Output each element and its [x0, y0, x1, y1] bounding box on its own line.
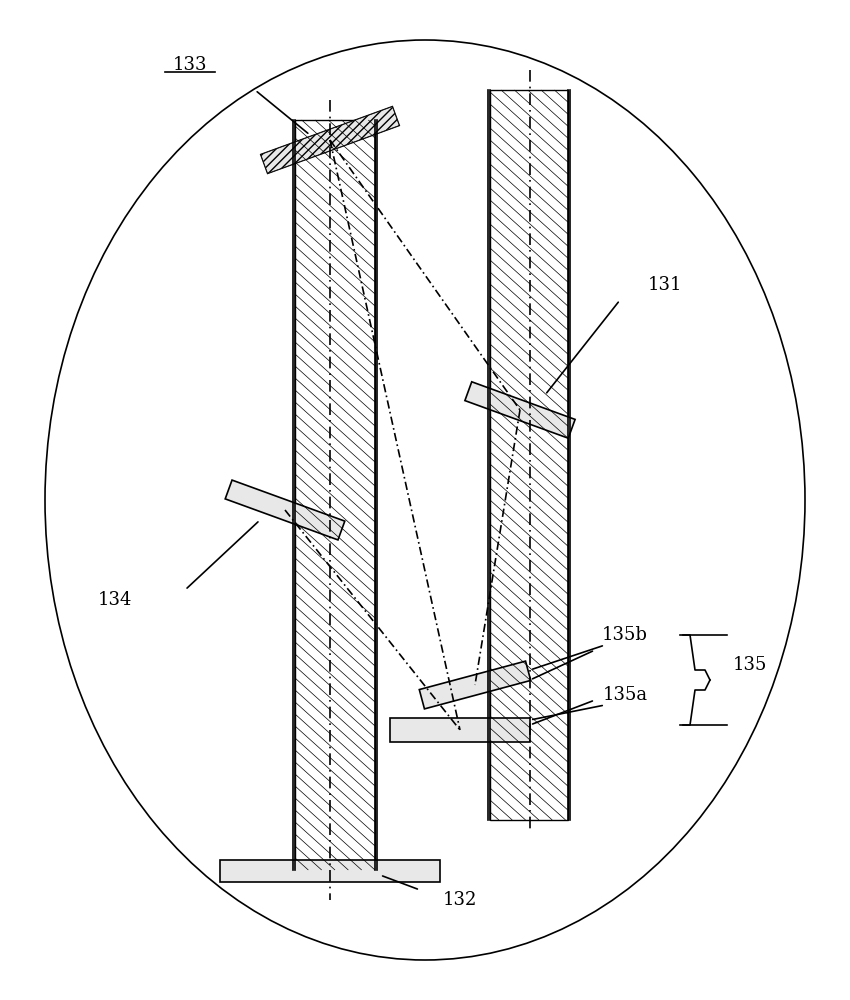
- Polygon shape: [261, 107, 400, 173]
- Polygon shape: [261, 107, 400, 173]
- Bar: [295, 120, 375, 870]
- Text: 135: 135: [733, 656, 768, 674]
- Text: 134: 134: [98, 591, 133, 609]
- Bar: [490, 90, 568, 820]
- Bar: [390, 718, 530, 742]
- Polygon shape: [225, 480, 345, 540]
- Text: 133: 133: [173, 56, 207, 74]
- Text: 135b: 135b: [602, 626, 648, 644]
- Polygon shape: [465, 382, 575, 438]
- Polygon shape: [419, 661, 530, 709]
- Text: 131: 131: [648, 276, 683, 294]
- Text: 132: 132: [443, 891, 477, 909]
- Text: 135a: 135a: [603, 686, 648, 704]
- Bar: [220, 860, 440, 882]
